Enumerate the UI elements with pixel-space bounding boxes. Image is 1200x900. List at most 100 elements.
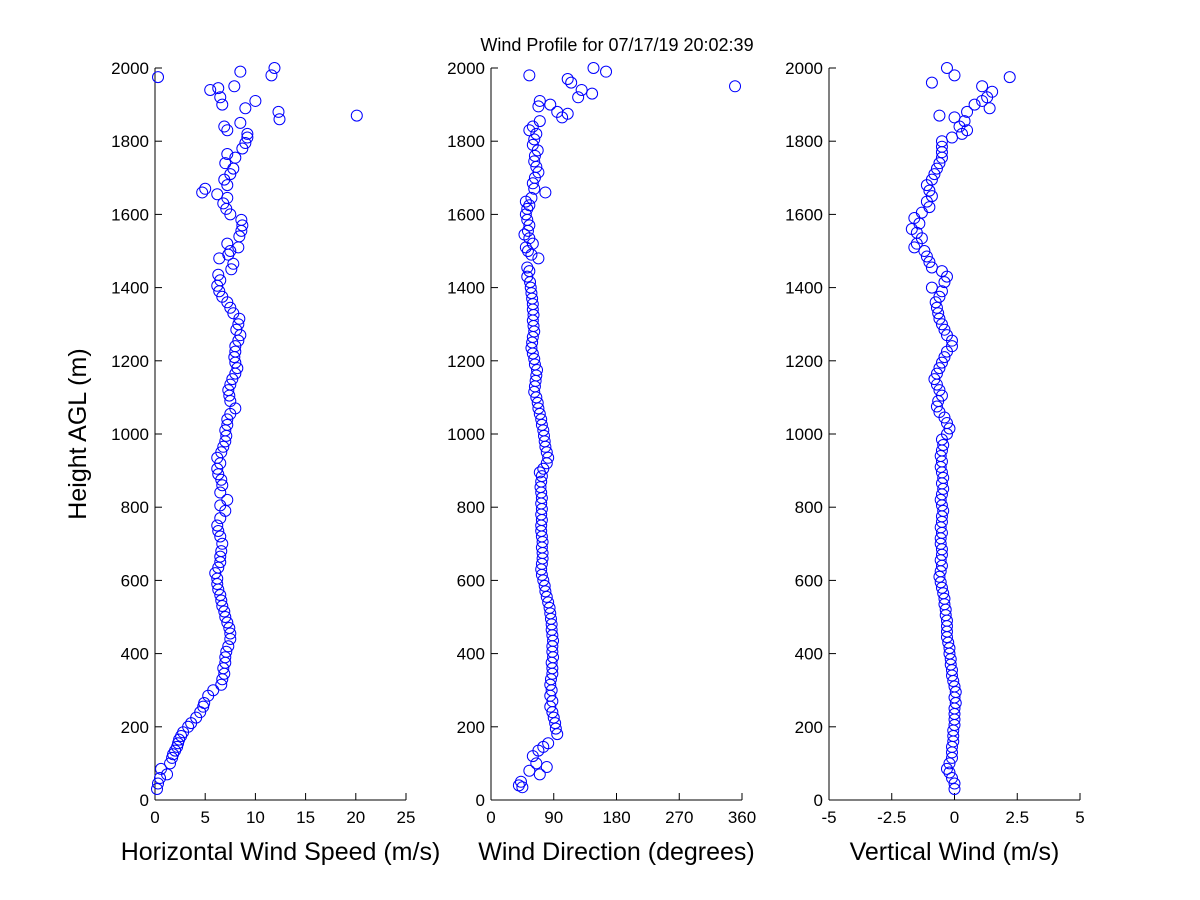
wind-speed-data-point — [234, 65, 247, 78]
wind-speed-x-axis-label: Horizontal Wind Speed (m/s) — [121, 838, 441, 866]
wind-direction-panel: 0 90 180 270 360 0 200 400 600 800 1000 1200 1400 160… — [447, 59, 756, 866]
wind-speed-data-point — [221, 179, 234, 192]
wind-direction-data-point — [516, 781, 529, 794]
vertical-wind-y-tick-label: 1400 — [785, 279, 823, 298]
wind-speed-data-point — [236, 142, 249, 155]
wind-direction-data-point — [531, 396, 544, 409]
vertical-wind-data-point — [935, 356, 948, 369]
vertical-wind-data-point — [1003, 71, 1016, 84]
wind-direction-x-tick-label: 270 — [665, 808, 693, 827]
wind-direction-data-point — [586, 87, 599, 100]
vertical-wind-data-point — [933, 290, 946, 303]
vertical-wind-data-point — [948, 783, 961, 796]
wind-speed-panel: 0 5 10 15 20 25 0 200 400 600 800 1000 1200 1400 1600 1… — [64, 59, 440, 866]
wind-speed-data-point — [268, 62, 281, 74]
vertical-wind-panel: -5 -2.5 0 2.5 5 0 200 400 600 800 1000 1200 1400 1600… — [785, 59, 1085, 866]
wind-speed-data-point — [214, 550, 227, 563]
wind-direction-data-point — [542, 451, 555, 464]
wind-direction-data-point — [528, 133, 541, 146]
wind-speed-y-tick-label: 600 — [121, 571, 149, 590]
wind-direction-data-point — [523, 69, 536, 82]
wind-speed-data-point — [229, 340, 242, 353]
wind-speed-data-point — [230, 323, 243, 336]
vertical-wind-data-point — [932, 307, 945, 320]
vertical-wind-data-point — [933, 109, 946, 122]
figure-title: Wind Profile for 07/17/19 20:02:39 — [480, 35, 753, 55]
wind-speed-data-point — [235, 213, 248, 226]
wind-speed-data-point — [204, 83, 217, 96]
vertical-wind-x-tick-label: -5 — [821, 808, 836, 827]
vertical-wind-data-point — [930, 162, 943, 175]
wind-speed-data-point — [214, 274, 227, 287]
wind-direction-data-point — [575, 83, 588, 96]
wind-speed-data-point — [221, 418, 234, 431]
wind-speed-y-axis-label: Height AGL (m) — [64, 348, 92, 519]
vertical-wind-data-point — [908, 241, 921, 254]
wind-speed-data-point — [198, 697, 211, 710]
vertical-wind-data-point — [933, 570, 946, 583]
vertical-wind-data-point — [925, 261, 938, 274]
vertical-wind-y-tick-label: 1200 — [785, 352, 823, 371]
wind-speed-data-point — [219, 651, 232, 664]
wind-direction-y-tick-label: 600 — [457, 571, 485, 590]
wind-speed-data-point — [224, 245, 237, 257]
wind-direction-data-point — [543, 601, 556, 614]
wind-speed-y-tick-label: 400 — [121, 645, 149, 664]
vertical-wind-data-point — [945, 772, 958, 785]
wind-direction-data-point — [533, 768, 546, 781]
wind-direction-data-point — [514, 775, 527, 788]
wind-direction-x-tick-label: 90 — [544, 808, 563, 827]
wind-direction-data-point — [544, 98, 557, 111]
wind-speed-data-point — [199, 182, 212, 195]
vertical-wind-data-point — [968, 98, 981, 111]
wind-direction-data-point — [535, 475, 548, 488]
wind-speed-data-point — [221, 616, 234, 629]
vertical-wind-data-point — [938, 592, 951, 605]
wind-direction-data-point — [528, 352, 541, 365]
vertical-wind-data-point — [943, 422, 956, 435]
vertical-wind-y-tick-label: 0 — [814, 791, 823, 810]
wind-speed-y-tick-label: 1000 — [111, 425, 149, 444]
wind-direction-data-point — [532, 100, 545, 113]
wind-speed-data-point — [214, 91, 227, 104]
vertical-wind-data-point — [930, 301, 943, 314]
wind-direction-data-point — [530, 127, 543, 140]
wind-speed-data-point — [215, 446, 228, 459]
wind-direction-data-point — [533, 94, 546, 107]
wind-direction-data-point — [539, 186, 552, 199]
vertical-wind-data-point — [940, 762, 953, 775]
wind-speed-data-point — [218, 120, 231, 133]
wind-speed-data-point — [182, 720, 195, 733]
wind-speed-y-tick-label: 1800 — [111, 132, 149, 151]
wind-speed-data-point — [215, 594, 228, 607]
vertical-wind-data-point — [935, 581, 948, 594]
wind-speed-data-point — [196, 186, 209, 199]
vertical-wind-data-point — [928, 168, 941, 181]
wind-direction-data-point — [532, 252, 545, 265]
vertical-wind-y-tick-label: 200 — [795, 718, 823, 737]
wind-speed-data-point — [211, 188, 224, 201]
wind-direction-y-tick-label: 1400 — [447, 279, 485, 298]
wind-speed-data-point — [216, 290, 229, 303]
wind-direction-data-point — [561, 72, 574, 85]
wind-speed-data-point — [227, 307, 240, 320]
vertical-wind-data-point — [943, 642, 956, 655]
wind-speed-data-point — [221, 493, 234, 506]
wind-direction-data-point — [600, 65, 613, 78]
wind-speed-data-point — [219, 157, 232, 170]
vertical-wind-y-tick-label: 1600 — [785, 205, 823, 224]
wind-speed-data-point — [209, 567, 222, 580]
wind-direction-data-point — [523, 764, 536, 777]
wind-speed-data-point — [219, 611, 232, 623]
wind-speed-data-point — [226, 373, 239, 386]
wind-speed-data-point — [241, 131, 254, 144]
wind-speed-data-point — [265, 69, 278, 82]
vertical-wind-data-point — [930, 400, 943, 413]
wind-speed-data-point — [236, 219, 249, 232]
wind-speed-data-point — [212, 82, 225, 95]
wind-speed-data-point — [216, 479, 229, 492]
wind-speed-data-point — [207, 684, 220, 697]
wind-speed-data-point — [215, 545, 228, 558]
wind-speed-y-tick-label: 1600 — [111, 205, 149, 224]
